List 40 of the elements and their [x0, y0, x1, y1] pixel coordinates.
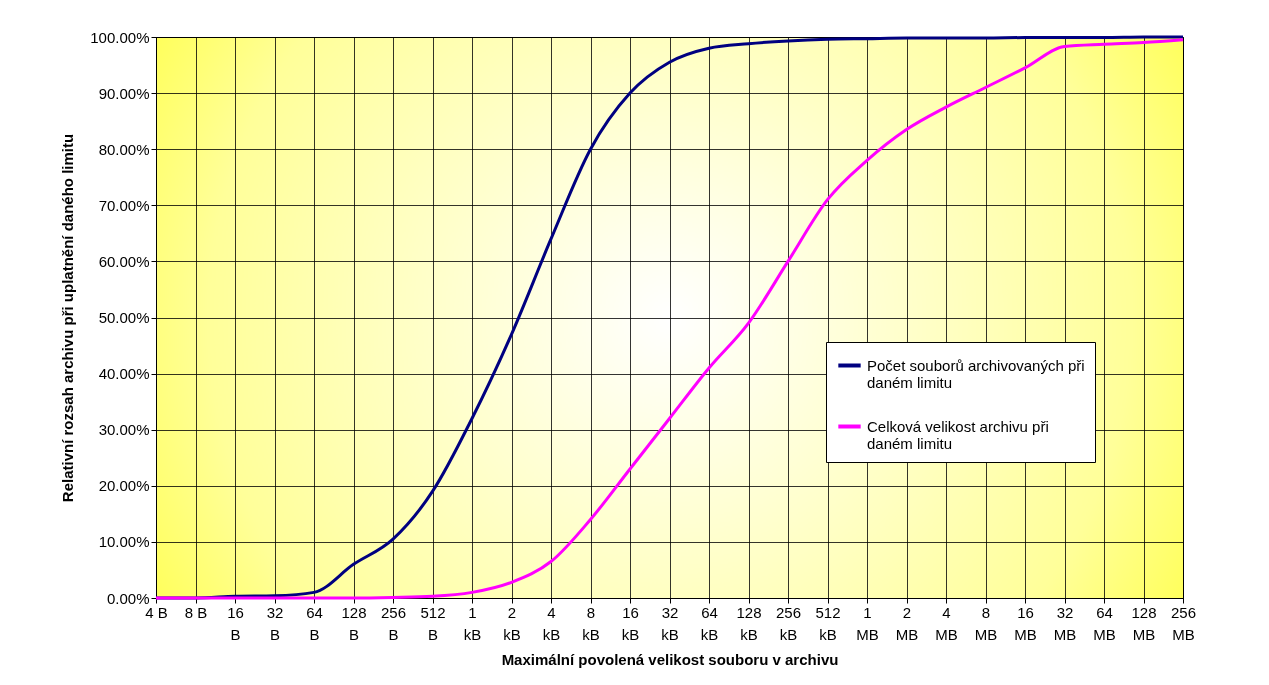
x-tick-label: 8 kB — [582, 603, 600, 643]
x-tick-label: 4 kB — [542, 603, 561, 643]
x-tick-label: 512 B — [420, 603, 446, 643]
x-tick-label: 1 MB — [856, 603, 879, 643]
y-tick-label: 20.00% — [98, 477, 150, 495]
y-tick-label: 10.00% — [98, 533, 150, 551]
y-axis-title: Relativní rozsah archivu při uplatnění daného limitu — [59, 133, 77, 503]
y-tick-label: 60.00% — [98, 252, 150, 270]
y-tick-label: 100.00% — [90, 28, 150, 46]
x-tick-label: 8 B — [184, 603, 208, 621]
x-tick-label: 8 MB — [974, 603, 998, 643]
legend-label: Počet souborů archivovaných při daném limitu — [867, 356, 1085, 391]
y-tick-label: 50.00% — [98, 309, 150, 326]
x-tick-label: 128 MB — [1131, 603, 1157, 643]
x-tick-label: 256 kB — [775, 603, 802, 643]
y-tick-label: 30.00% — [98, 421, 150, 439]
y-tick-label: 40.00% — [98, 365, 150, 383]
x-tick-label: 128 kB — [736, 603, 762, 643]
x-tick-label: 16 MB — [1014, 603, 1037, 643]
x-tick-label: 2 kB — [503, 603, 521, 643]
x-tick-label: 512 kB — [815, 603, 841, 643]
x-tick-label: 16 B — [227, 603, 244, 643]
x-tick-label: 4 MB — [935, 603, 958, 643]
x-tick-label: 32 MB — [1053, 603, 1077, 643]
y-tick-label: 70.00% — [98, 196, 150, 214]
y-tick-label: 80.00% — [98, 140, 150, 158]
x-axis-title: Maximální povolená velikost souboru v archivu — [501, 650, 839, 668]
x-tick-label: 256 MB — [1170, 603, 1197, 643]
x-tick-label: 256 B — [380, 603, 407, 643]
x-tick-label: 1 kB — [463, 603, 482, 643]
x-tick-label: 64 MB — [1093, 603, 1116, 643]
x-tick-label: 16 kB — [621, 603, 640, 643]
y-tick-label: 90.00% — [98, 84, 150, 102]
x-tick-label: 128 B — [341, 603, 367, 643]
x-tick-label: 32 kB — [661, 603, 679, 643]
x-tick-label: 2 MB — [895, 603, 919, 643]
legend-label: Celková velikost archivu při daném limitu — [867, 417, 1049, 452]
x-tick-label: 64 kB — [700, 603, 719, 643]
x-tick-label: 32 B — [266, 603, 284, 643]
x-tick-label: 64 B — [306, 603, 323, 643]
